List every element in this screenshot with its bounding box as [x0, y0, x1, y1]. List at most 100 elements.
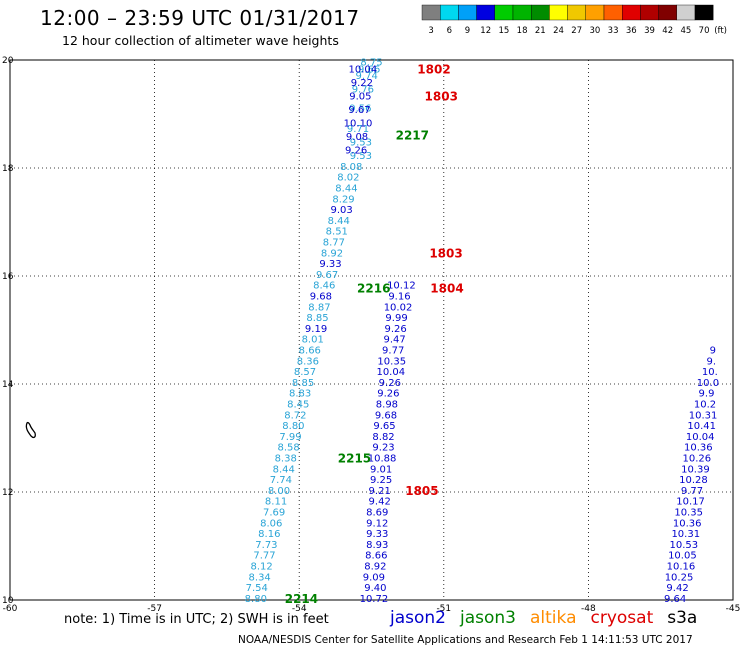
wave-height-label: 8.69: [366, 508, 388, 519]
wave-height-label: 9.67: [316, 270, 338, 281]
footer-credit: NOAA/NESDIS Center for Satellite Applica…: [238, 634, 693, 646]
wave-height-label: 10.88: [368, 454, 397, 465]
wave-height-label: 10.35: [674, 508, 703, 519]
wave-height-label: 8.11: [265, 497, 287, 508]
wave-height-label: 9.68: [310, 292, 332, 303]
wave-height-label: 9.01: [370, 464, 392, 475]
pass-time-label: 1802: [417, 63, 450, 77]
colorbar-label: 12: [480, 26, 491, 36]
colorbar-swatch: [531, 4, 550, 21]
pass-time-label: 1805: [405, 484, 438, 498]
colorbar-label: 24: [553, 26, 564, 36]
page-subtitle: 12 hour collection of altimeter wave hei…: [62, 33, 339, 48]
pass-time-label: 2215: [338, 452, 371, 466]
wave-height-label: 8.85: [292, 378, 314, 389]
page-title: 12:00 – 23:59 UTC 01/31/2017: [40, 6, 360, 30]
colorbar-unit: (ft): [714, 26, 727, 36]
wave-height-label: 8.58: [277, 443, 299, 454]
y-tick-label: 14: [2, 380, 14, 390]
wave-height-label: 10.04: [376, 367, 405, 378]
y-tick-label: 20: [2, 56, 14, 66]
wave-height-label: 9.64: [664, 594, 686, 605]
wave-height-label: 8.66: [365, 551, 387, 562]
x-tick-label: -57: [147, 604, 162, 614]
wave-height-label: 9.33: [319, 259, 341, 270]
wave-height-label: 9.9: [699, 389, 715, 400]
colorbar-label: 42: [662, 26, 673, 36]
legend-item-altika: altika: [530, 608, 577, 628]
colorbar-swatch: [585, 4, 605, 21]
pass-time-label: 1803: [425, 90, 458, 104]
wave-height-label: 8.36: [297, 356, 319, 367]
wave-height-label: 9.09: [363, 572, 385, 583]
wave-height-label: 10.16: [667, 562, 696, 573]
colorbar-swatch: [421, 4, 441, 21]
wave-height-label: 9.53: [350, 151, 372, 162]
wave-height-label: 10.04: [349, 65, 378, 76]
wave-height-label: 7.73: [255, 540, 277, 551]
chart-grid: [9, 59, 734, 601]
wave-height-label: 8.51: [326, 227, 348, 238]
wave-height-label: 8.92: [321, 248, 343, 259]
wave-height-label: 8.98: [376, 400, 398, 411]
colorbar-swatch: [458, 4, 477, 21]
wave-height-label: 9.: [707, 356, 717, 367]
colorbar-swatch: [676, 4, 696, 21]
y-tick-label: 10: [2, 596, 14, 606]
wave-height-label: 9.21: [369, 486, 391, 497]
colorbar-label: 18: [517, 26, 528, 36]
wave-height-label: 8.80: [282, 421, 304, 432]
wave-height-label: 9.71: [347, 124, 369, 135]
wave-height-label: 10.36: [684, 443, 713, 454]
wave-height-label: 10.41: [687, 421, 716, 432]
wave-height-label: 9.53: [350, 138, 372, 149]
wave-height-label: 8.92: [364, 562, 386, 573]
legend-item-cryosat: cryosat: [590, 608, 654, 628]
wave-height-label: 8.44: [273, 464, 295, 475]
wave-height-label: 9.16: [388, 292, 410, 303]
wave-height-label: 8.45: [287, 400, 309, 411]
colorbar-swatch: [476, 4, 496, 21]
colorbar-label: 39: [644, 26, 655, 36]
colorbar-label: 15: [498, 26, 509, 36]
wave-height-label: 9.26: [384, 324, 406, 335]
wave-height-label: 9.76: [352, 85, 374, 96]
wave-height-label: 8.80: [245, 594, 267, 605]
wave-height-label: 10.05: [668, 551, 697, 562]
colorbar-label: 70: [699, 26, 710, 36]
wave-height-label: 9.65: [373, 421, 395, 432]
satellite-legend: jason2 jason3 altika cryosat s3a: [390, 608, 711, 628]
wave-height-label: 9.42: [369, 497, 391, 508]
colorbar-swatch: [494, 4, 514, 21]
wave-height-label: 8.44: [335, 184, 357, 195]
colorbar-label: 45: [680, 26, 691, 36]
colorbar-label: 9: [465, 26, 470, 36]
colorbar-swatch: [567, 4, 586, 21]
wave-height-labels: 8.807.548.348.127.777.738.168.067.698.11…: [245, 58, 719, 605]
legend-item-jason3: jason3: [460, 608, 516, 628]
plot-frame: [9, 59, 734, 601]
x-tick-label: -54: [292, 604, 307, 614]
legend-item-s3a: s3a: [667, 608, 698, 628]
y-tick-label: 16: [2, 272, 14, 282]
footer-note: note: 1) Time is in UTC; 2) SWH is in fe…: [64, 612, 329, 627]
wave-height-label: 8.75: [360, 58, 382, 69]
pass-time-label: 2216: [357, 281, 390, 295]
colorbar-swatch: [640, 4, 659, 21]
wave-height-label: 8.38: [275, 454, 297, 465]
wave-height-label: 10.26: [683, 454, 712, 465]
colorbar-swatch: [603, 4, 623, 21]
wave-height-label: 9.23: [372, 443, 394, 454]
wave-height-label: 9.47: [384, 335, 406, 346]
y-tick-label: 18: [2, 164, 14, 174]
wave-height-label: 9.19: [305, 324, 327, 335]
wave-height-label: 9.74: [356, 71, 378, 82]
wave-height-label: 9.99: [385, 313, 407, 324]
wave-height-label: 9.67: [348, 105, 370, 116]
colorbar-swatch: [440, 4, 459, 21]
wave-height-label: 10.39: [681, 464, 710, 475]
wave-height-label: 8.87: [308, 302, 330, 313]
colorbar-swatch: [549, 4, 568, 21]
colorbar-label: 30: [589, 26, 600, 36]
